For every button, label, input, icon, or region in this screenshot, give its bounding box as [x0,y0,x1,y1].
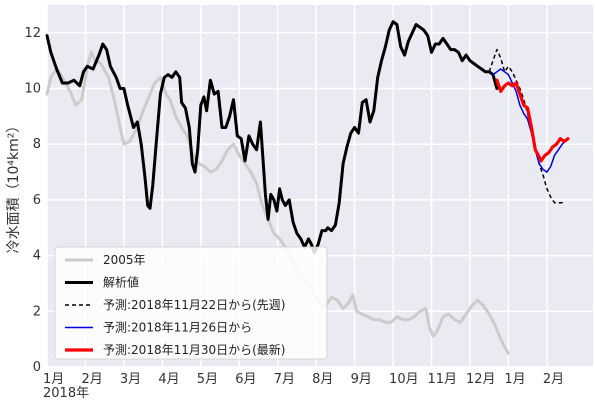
y-tick-label: 4 [33,249,41,264]
series-line-1 [45,20,499,255]
x-tick-label: 2月 [543,372,564,387]
x-tick-label: 5月 [197,372,218,387]
series-lines [45,20,570,355]
y-tick-label: 8 [33,137,41,152]
x-tick-label: 11月 [428,372,458,387]
x-tick-label: 2月 [81,372,102,387]
series-line-0 [45,50,510,355]
legend-label-2: 予測:2018年11月22日から(先週) [103,298,286,312]
legend-label-4: 予測:2018年11月30日から(最新) [103,342,286,357]
series-line-4 [495,78,570,163]
x-tick-label: 7月 [274,372,295,387]
legend-label-1: 解析値 [103,275,139,290]
x-tick-label: 4月 [158,372,179,387]
x-tick-label: 12月 [466,372,496,387]
y-tick-label: 12 [24,26,41,41]
legend-label-3: 予測:2018年11月26日から [103,321,252,335]
x-tick-label: 1月 [504,372,525,387]
x-tick-label: 6月 [235,372,256,387]
x-tick-label: 1月 [43,372,64,387]
x-tick-label: 10月 [389,372,419,387]
y-tick-label: 2 [33,304,41,319]
x-tick-label: 8月 [312,372,333,387]
x-tick-labels: 1月 2月 3月 4月 5月 6月 7月 8月 9月 10月 11月 12月 1月 2月 [43,372,564,387]
y-axis-label: 冷水面積（10⁴km²） [6,119,22,254]
legend-label-0: 2005年 [103,253,146,267]
y-tick-label: 0 [33,360,41,375]
y-tick-label: 6 [33,193,41,208]
y-tick-labels: 0 2 4 6 8 10 12 [24,26,41,375]
y-tick-label: 10 [24,82,41,97]
x-tick-label: 9月 [351,372,372,387]
legend-box [54,246,328,360]
series-line-3 [492,68,569,173]
x-tick-label: 3月 [120,372,141,387]
x-axis-year-label: 2018年 [43,386,89,401]
